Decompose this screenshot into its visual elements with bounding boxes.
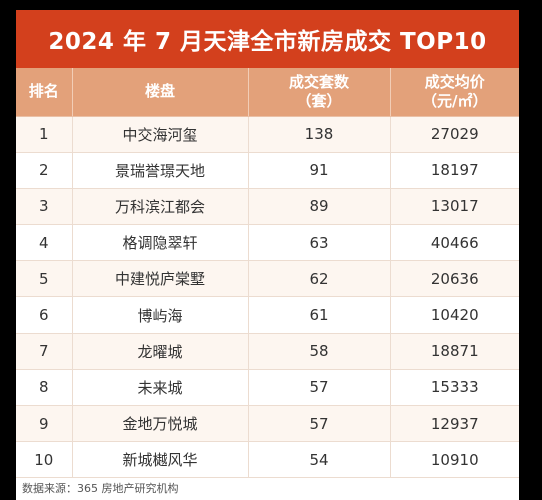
header-price: 成交均价 （元/㎡） — [390, 68, 519, 117]
cell-rank: 6 — [16, 296, 73, 334]
source-note: 数据来源：365 房地产研究机构 — [16, 478, 519, 500]
cell-project: 金地万悦城 — [72, 405, 249, 443]
table-row: 9 金地万悦城 57 12937 — [16, 405, 519, 443]
ranking-card: 2024 年 7 月天津全市新房成交 TOP10 排名 楼盘 成交套数 （套） … — [16, 10, 519, 500]
cell-units: 89 — [248, 188, 391, 226]
cell-rank: 3 — [16, 188, 73, 226]
cell-project: 博屿海 — [72, 296, 249, 334]
cell-rank: 7 — [16, 333, 73, 370]
cell-project: 格调隐翠轩 — [72, 224, 249, 262]
header-price-label: 成交均价 — [424, 72, 485, 91]
header-units-label: 成交套数 — [288, 72, 349, 91]
cell-project: 景瑞誉璟天地 — [72, 152, 249, 189]
cell-price: 12937 — [390, 405, 519, 443]
table-row: 1 中交海河玺 138 27029 — [16, 116, 519, 153]
table-row: 8 未来城 57 15333 — [16, 369, 519, 407]
page-title: 2024 年 7 月天津全市新房成交 TOP10 — [48, 29, 487, 55]
cell-price: 18871 — [390, 333, 519, 370]
cell-units: 54 — [248, 441, 391, 479]
title-bar: 2024 年 7 月天津全市新房成交 TOP10 — [16, 10, 519, 68]
cell-project: 未来城 — [72, 369, 249, 407]
cell-units: 57 — [248, 405, 391, 443]
table-row: 3 万科滨江都会 89 13017 — [16, 188, 519, 226]
cell-units: 57 — [248, 369, 391, 407]
header-row: 排名 楼盘 成交套数 （套） 成交均价 （元/㎡） — [16, 68, 519, 117]
cell-project: 中交海河玺 — [72, 116, 249, 153]
cell-price: 18197 — [390, 152, 519, 189]
cell-project: 新城樾风华 — [72, 441, 249, 479]
cell-units: 63 — [248, 224, 391, 262]
header-price-unit: （元/㎡） — [422, 91, 488, 110]
table-row: 5 中建悦庐棠墅 62 20636 — [16, 260, 519, 298]
cell-project: 龙曜城 — [72, 333, 249, 370]
cell-units: 138 — [248, 116, 391, 153]
cell-price: 10910 — [390, 441, 519, 479]
cell-price: 13017 — [390, 188, 519, 226]
cell-project: 中建悦庐棠墅 — [72, 260, 249, 298]
cell-rank: 4 — [16, 224, 73, 262]
cell-price: 10420 — [390, 296, 519, 334]
cell-price: 40466 — [390, 224, 519, 262]
ranking-table: 排名 楼盘 成交套数 （套） 成交均价 （元/㎡） 1 中交海河玺 138 27… — [16, 68, 519, 479]
table-row: 7 龙曜城 58 18871 — [16, 333, 519, 370]
table-row: 6 博屿海 61 10420 — [16, 296, 519, 334]
table-row: 10 新城樾风华 54 10910 — [16, 441, 519, 479]
cell-rank: 9 — [16, 405, 73, 443]
cell-price: 27029 — [390, 116, 519, 153]
cell-units: 61 — [248, 296, 391, 334]
header-units-unit: （套） — [296, 91, 342, 110]
table-body: 1 中交海河玺 138 27029 2 景瑞誉璟天地 91 18197 3 万科… — [16, 116, 519, 479]
cell-price: 20636 — [390, 260, 519, 298]
header-rank: 排名 — [16, 68, 73, 117]
cell-units: 62 — [248, 260, 391, 298]
cell-rank: 1 — [16, 116, 73, 153]
table-header: 排名 楼盘 成交套数 （套） 成交均价 （元/㎡） — [16, 68, 519, 117]
table-row: 4 格调隐翠轩 63 40466 — [16, 224, 519, 262]
cell-rank: 2 — [16, 152, 73, 189]
cell-rank: 8 — [16, 369, 73, 407]
header-project: 楼盘 — [72, 68, 249, 117]
cell-project: 万科滨江都会 — [72, 188, 249, 226]
header-units: 成交套数 （套） — [248, 68, 391, 117]
cell-rank: 5 — [16, 260, 73, 298]
cell-units: 91 — [248, 152, 391, 189]
cell-units: 58 — [248, 333, 391, 370]
table-row: 2 景瑞誉璟天地 91 18197 — [16, 152, 519, 189]
cell-rank: 10 — [16, 441, 73, 479]
cell-price: 15333 — [390, 369, 519, 407]
